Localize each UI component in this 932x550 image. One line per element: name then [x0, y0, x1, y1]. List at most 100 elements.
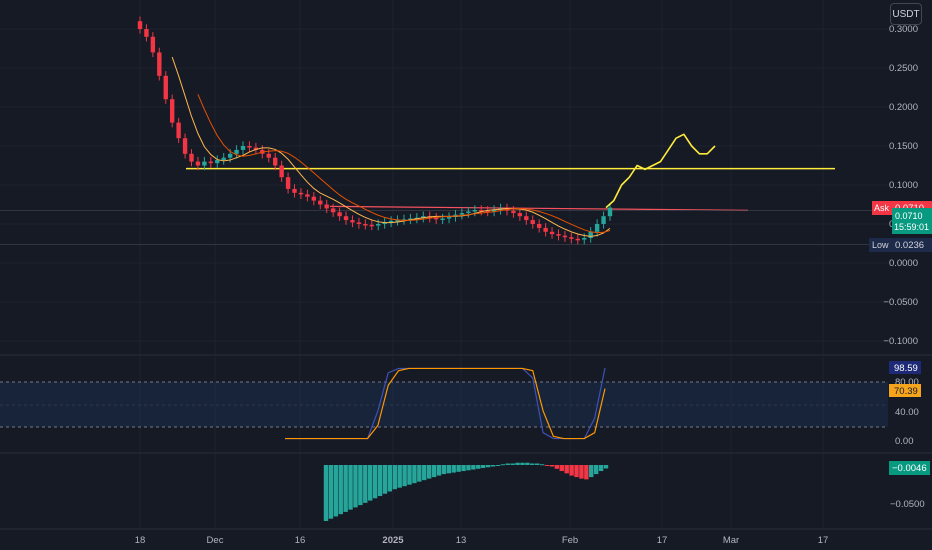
candle — [582, 238, 587, 240]
candle — [491, 209, 497, 212]
currency-button[interactable]: USDT — [890, 3, 922, 25]
macd-bar — [574, 465, 579, 478]
candle — [543, 227, 548, 232]
macd-histogram — [323, 462, 609, 521]
candle — [607, 207, 613, 217]
macd-bar — [471, 465, 476, 470]
time-tick-label: 16 — [295, 535, 306, 546]
ma-fast-line — [171, 56, 611, 237]
moving-averages — [171, 56, 611, 237]
time-tick-label: 13 — [456, 535, 467, 546]
macd-bar — [495, 465, 501, 466]
candle — [556, 234, 561, 236]
candle — [195, 161, 201, 166]
candle — [549, 231, 555, 235]
candle — [536, 224, 542, 228]
macd-bar — [564, 465, 569, 474]
low-value: 0.0236 — [895, 240, 924, 251]
macd-bar — [480, 465, 486, 469]
macd-bar — [510, 463, 515, 465]
macd-bar — [476, 465, 481, 469]
macd-bar — [539, 464, 545, 466]
macd-bar — [377, 465, 383, 497]
candle — [208, 161, 214, 164]
macd-bar — [343, 465, 348, 512]
candle — [227, 153, 233, 158]
stoch-mid-label: 40.00 — [895, 407, 919, 418]
macd-value: −0.0046 — [892, 463, 927, 474]
macd-bar — [485, 465, 491, 468]
candle — [350, 220, 355, 223]
candle — [221, 157, 226, 161]
candle — [562, 235, 568, 238]
macd-bar — [589, 465, 594, 478]
macd-bar — [328, 465, 334, 519]
macd-axis[interactable]: −0.0046 −0.0500 — [889, 461, 930, 510]
price-axis[interactable]: 0.30000.25000.20000.15000.10000.05000.00… — [883, 24, 918, 347]
price-tick-label: 0.3000 — [889, 24, 918, 35]
macd-bar — [387, 465, 393, 492]
current-price-badge: 0.0710 15:59:01 — [892, 208, 932, 234]
candle — [388, 220, 394, 223]
candle — [433, 217, 439, 220]
candle — [363, 224, 368, 226]
candle — [279, 165, 284, 178]
candle — [594, 224, 600, 232]
candle — [466, 211, 471, 214]
candle — [575, 238, 581, 241]
macd-bar — [490, 465, 496, 467]
candle — [588, 231, 593, 239]
candle-countdown: 15:59:01 — [894, 222, 929, 232]
stoch-d-line — [285, 367, 606, 440]
candle — [285, 177, 291, 189]
macd-bar — [569, 465, 574, 476]
projection-drawing[interactable] — [605, 133, 716, 209]
ask-label: Ask — [874, 203, 890, 213]
macd-bar — [441, 465, 447, 475]
macd-bar — [368, 465, 373, 501]
stoch-d-value: 70.39 — [894, 386, 918, 397]
projection-path — [605, 133, 716, 209]
candle — [479, 209, 484, 212]
candle — [298, 192, 304, 195]
macd-bar — [392, 465, 397, 490]
stoch-band — [0, 382, 888, 427]
stochastic-lines — [285, 367, 606, 440]
candle — [472, 209, 477, 212]
macd-bar — [436, 465, 442, 476]
candle — [305, 194, 310, 197]
stoch-axis[interactable]: 98.59 80.00 70.39 40.00 0.00 — [889, 361, 921, 447]
macd-bar — [412, 465, 417, 484]
macd-bar — [544, 465, 550, 466]
macd-tick: −0.0500 — [890, 499, 925, 510]
price-tick-label: 0.2500 — [889, 63, 918, 74]
main-pane[interactable] — [0, 0, 888, 354]
macd-bar — [593, 465, 599, 475]
macd-bar — [515, 462, 520, 465]
macd-bar — [446, 465, 452, 474]
time-axis[interactable]: 18 Dec 16 2025 13 Feb 17 Mar 17 — [135, 535, 829, 546]
low-label: Low — [872, 240, 889, 250]
macd-bar — [554, 465, 560, 469]
macd-bar — [333, 465, 339, 517]
candle — [343, 216, 349, 221]
candle — [511, 210, 516, 214]
candle — [253, 147, 259, 150]
macd-bar — [584, 465, 589, 480]
candle — [169, 99, 175, 123]
current-price-value: 0.0710 — [895, 211, 923, 221]
stoch-k-value: 98.59 — [894, 363, 918, 374]
macd-bar — [525, 462, 530, 465]
price-tick-label: 0.0000 — [889, 258, 918, 269]
candle — [137, 21, 143, 29]
macd-bar — [363, 465, 368, 503]
candle — [569, 237, 574, 239]
stoch-pane[interactable] — [0, 356, 888, 452]
candle — [324, 204, 329, 209]
candle — [446, 216, 452, 219]
macd-bar — [353, 465, 358, 508]
macd-bar — [535, 463, 540, 465]
macd-bar — [456, 465, 461, 472]
candle — [376, 224, 381, 226]
